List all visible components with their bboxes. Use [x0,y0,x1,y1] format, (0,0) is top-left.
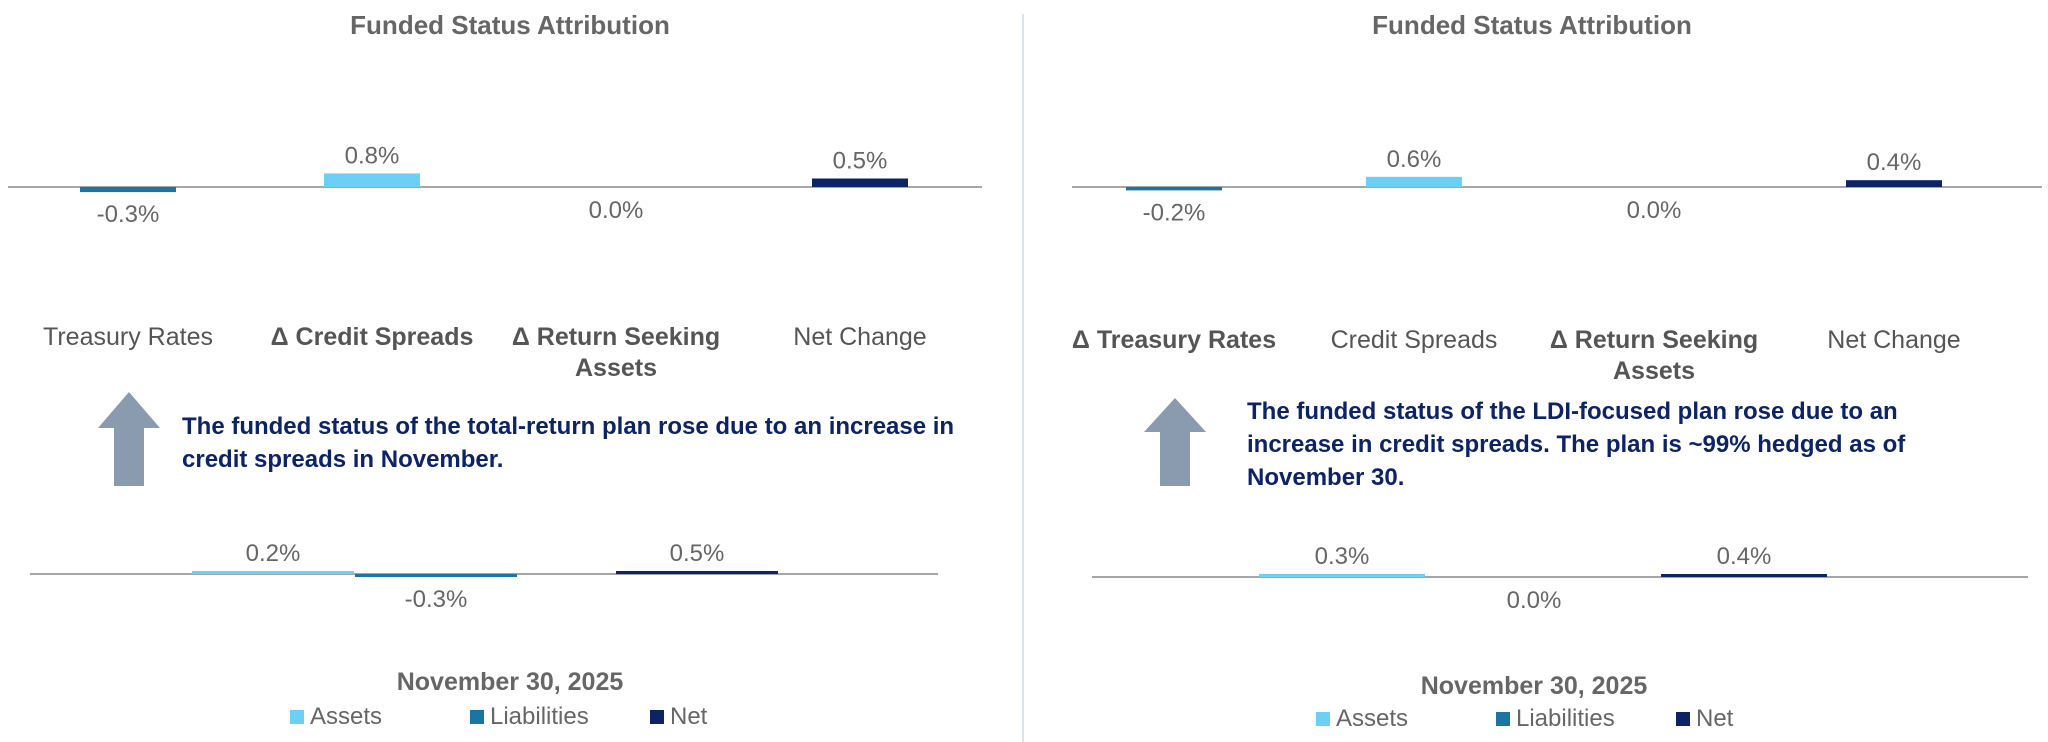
legend-label: Assets [310,703,383,730]
data-label: -0.2% [1143,199,1206,226]
plan-note: The funded status of the total-return pl… [182,413,955,473]
bar-net [1846,180,1942,187]
data-label: 0.4% [1867,149,1922,176]
liabilities-swatch [1496,712,1510,726]
legend-label: Net [670,703,708,730]
legend: Assets Liabilities Net [0,703,1020,731]
attribution-chart-right: -0.2% 0.6% 0.0% 0.4% Δ Treasury Rates Credit … [1072,146,2042,385]
legend-label: Net [1696,705,1734,732]
bar-net [616,571,778,574]
attribution-chart-left: -0.3% 0.8% 0.0% 0.5% Treasury Rates Δ Credit … [8,142,982,382]
data-label: 0.0% [589,197,644,224]
bar-liabilities [1126,187,1222,191]
bar-net [1661,574,1827,577]
category-label: Δ Return Seeking Assets [1550,326,1758,385]
net-swatch [1676,712,1690,726]
legend-item-assets: Assets [1316,705,1496,733]
data-label: 0.0% [1627,197,1682,224]
chart-title: Funded Status Attribution [350,10,670,40]
net-swatch [650,710,664,724]
legend-item-net: Net [1676,705,1756,733]
left-panel: Funded Status Attribution -0.3% 0.8% 0.0% 0… [0,0,1020,742]
liabilities-swatch [470,710,484,724]
composition-chart-right: 0.3% 0.0% 0.4% [1092,543,2028,614]
legend-item-liabilities: Liabilities [1496,705,1676,733]
data-label: -0.3% [97,201,160,228]
category-label: Net Change [793,323,926,351]
date-label: November 30, 2025 [1420,672,1648,700]
category-label: Credit Spreads [1331,326,1498,354]
assets-swatch [290,710,304,724]
legend-item-liabilities: Liabilities [470,703,650,731]
data-label: 0.2% [246,540,301,567]
bar-assets [324,173,420,187]
chart-title: Funded Status Attribution [1372,10,1692,40]
data-label: 0.3% [1315,543,1370,570]
date-label: November 30, 2025 [396,668,624,696]
panel-divider [1022,14,1024,742]
category-label: Δ Credit Spreads [271,323,474,351]
legend: Assets Liabilities Net [1024,705,2048,733]
category-label: Δ Treasury Rates [1072,326,1276,354]
bar-liabilities [355,574,517,577]
bar-assets [1259,574,1425,577]
right-panel: Funded Status Attribution -0.2% 0.6% 0.0% 0… [1024,0,2048,742]
bar-assets [1366,176,1462,187]
category-label: Treasury Rates [43,323,213,351]
data-label: 0.5% [833,148,888,175]
assets-swatch [1316,712,1330,726]
data-label: 0.6% [1387,146,1442,173]
plan-note: The funded status of the LDI-focused pla… [1247,398,1906,491]
data-label: 0.4% [1717,543,1772,570]
data-label: 0.8% [345,142,400,169]
data-label: 0.5% [670,540,725,567]
data-label: -0.3% [405,586,468,613]
bar-net [812,178,908,187]
legend-item-net: Net [650,703,730,731]
up-arrow-icon [98,392,160,486]
category-label: Net Change [1827,326,1960,354]
legend-item-assets: Assets [290,703,470,731]
bar-assets [192,571,354,574]
legend-label: Liabilities [1516,705,1615,732]
data-label: 0.0% [1507,587,1562,614]
legend-label: Assets [1336,705,1409,732]
bar-liabilities [80,187,176,193]
composition-chart-left: 0.2% -0.3% 0.5% [30,540,938,613]
legend-label: Liabilities [490,703,589,730]
category-label: Δ Return Seeking Assets [512,323,720,382]
up-arrow-icon [1144,398,1206,486]
